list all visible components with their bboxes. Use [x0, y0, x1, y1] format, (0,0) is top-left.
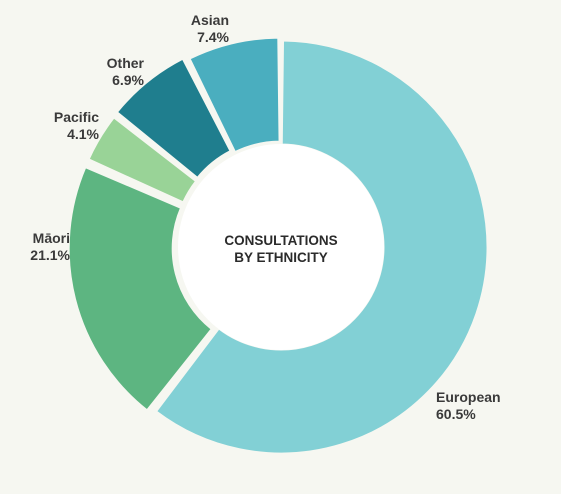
- center-title-line-2: BY ETHNICITY: [234, 250, 328, 265]
- slice-pacific: [88, 117, 196, 203]
- slice-label-name: Pacific: [54, 109, 99, 125]
- slice-label-name: Asian: [191, 12, 229, 28]
- slice-label-value: 7.4%: [197, 29, 229, 45]
- slice-label-name: Other: [107, 55, 145, 71]
- center-title-line-1: CONSULTATIONS: [224, 233, 337, 248]
- slice-asian: [189, 37, 280, 152]
- donut-slices: [68, 37, 488, 454]
- slice-label-name: Māori: [33, 230, 70, 246]
- slice-label-value: 4.1%: [67, 126, 99, 142]
- donut-center-hole: [178, 144, 384, 350]
- slice-mori: [68, 167, 212, 411]
- slice-label-value: 21.1%: [30, 247, 70, 263]
- slice-label-value: 6.9%: [112, 72, 144, 88]
- slice-label-name: European: [436, 389, 501, 405]
- slice-label-value: 60.5%: [436, 406, 476, 422]
- slice-other: [117, 58, 231, 178]
